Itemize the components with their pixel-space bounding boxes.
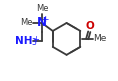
Text: +: + [41, 15, 49, 24]
Text: O: O [85, 21, 94, 31]
Text: Me: Me [93, 34, 107, 43]
Text: +: + [32, 35, 39, 44]
Text: 3: 3 [32, 38, 36, 47]
Text: Me: Me [36, 4, 48, 13]
Text: NH: NH [15, 36, 32, 46]
Text: Me: Me [20, 18, 32, 27]
Text: N: N [37, 17, 47, 29]
